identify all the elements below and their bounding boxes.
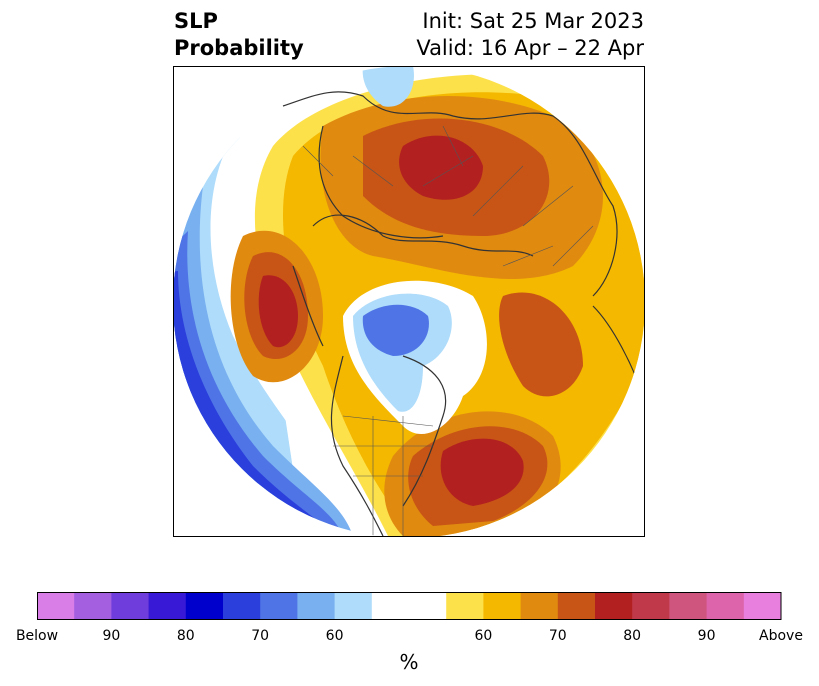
colorbar-segment — [409, 592, 447, 620]
coastlines — [282, 91, 644, 537]
init-date: Init: Sat 25 Mar 2023 — [422, 9, 644, 33]
colorbar-tick-label: 60 — [325, 628, 344, 644]
probability-map — [173, 66, 645, 537]
borders — [302, 125, 594, 536]
colorbar-segment — [669, 592, 708, 620]
colorbar — [37, 592, 782, 620]
title-product: Probability — [174, 36, 304, 60]
colorbar-segment — [557, 592, 596, 620]
title-left: SLP Probability — [174, 8, 304, 62]
colorbar-segment — [743, 592, 782, 620]
colorbar-segment — [297, 592, 336, 620]
colorbar-segment — [446, 592, 484, 620]
valid-range: Valid: 16 Apr – 22 Apr — [416, 36, 644, 60]
colorbar-segment — [632, 592, 670, 620]
colorbar-segment — [37, 592, 75, 620]
title-variable: SLP — [174, 9, 218, 33]
colorbar-border — [37, 592, 782, 620]
colorbar-segment — [223, 592, 261, 620]
colorbar-tick-label: Above — [759, 628, 803, 644]
colorbar-segment — [148, 592, 187, 620]
colorbar-tick-label: Below — [15, 628, 59, 644]
colorbar-segment — [483, 592, 522, 620]
colorbar-segment — [595, 592, 633, 620]
colorbar-tick-label: 70 — [251, 628, 270, 644]
colorbar-tick-label: 80 — [176, 628, 195, 644]
colorbar-segment — [185, 592, 224, 620]
colorbar-tick-label: 70 — [548, 628, 567, 644]
arctic-below-normal — [343, 66, 487, 435]
colorbar-segment — [260, 592, 298, 620]
colorbar-segment — [334, 592, 373, 620]
colorbar-segment — [706, 592, 745, 620]
colorbar-unit: % — [399, 650, 419, 674]
colorbar-segment — [111, 592, 150, 620]
colorbar-segment — [520, 592, 559, 620]
title-right: Init: Sat 25 Mar 2023 Valid: 16 Apr – 22… — [416, 8, 644, 62]
colorbar-tick-label: 60 — [474, 628, 493, 644]
colorbar-segment — [371, 592, 410, 620]
colorbar-tick-label: 90 — [697, 628, 716, 644]
colorbar-tick-label: 80 — [623, 628, 642, 644]
colorbar-segment — [74, 592, 112, 620]
colorbar-tick-label: 90 — [102, 628, 121, 644]
